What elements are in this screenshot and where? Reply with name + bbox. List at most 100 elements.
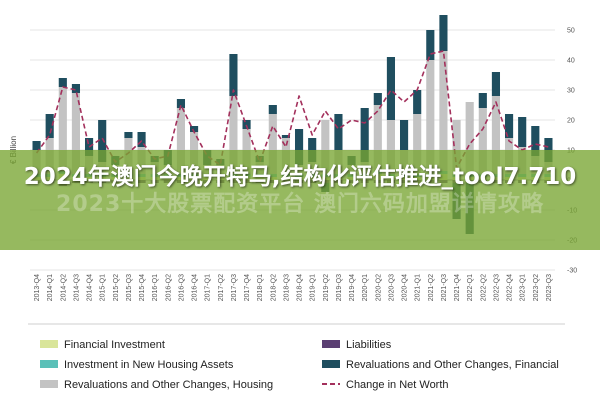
x-tick-label: 2020-Q1 xyxy=(362,274,369,301)
x-tick-label: 2019-Q1 xyxy=(310,274,317,301)
x-tick-label: 2020-Q2 xyxy=(375,274,382,301)
x-tick-label: 2015-Q4 xyxy=(139,274,146,301)
bar-segment xyxy=(478,108,487,174)
bar-segment xyxy=(504,114,514,138)
bar-segment xyxy=(439,15,448,51)
x-tick-label: 2020-Q4 xyxy=(402,274,409,301)
x-tick-label: 2019-Q4 xyxy=(349,274,356,301)
bar-segment xyxy=(137,132,146,147)
bar-segment xyxy=(399,120,409,150)
legend-swatch xyxy=(40,380,58,388)
bar-segment xyxy=(386,57,396,120)
bar-segment xyxy=(373,93,382,105)
bar-segment xyxy=(426,60,435,174)
x-tick-label: 2018-Q2 xyxy=(270,274,277,301)
x-tick-label: 2021-Q1 xyxy=(415,274,422,301)
bar-segment xyxy=(373,105,382,171)
legend-label: Revaluations and Other Changes, Financia… xyxy=(346,359,559,371)
x-tick-label: 2019-Q3 xyxy=(336,274,343,301)
y-tick-label: 50 xyxy=(567,28,575,35)
x-tick-label: 2015-Q2 xyxy=(113,274,120,301)
x-tick-label: 2016-Q1 xyxy=(152,274,159,301)
legend-swatch xyxy=(322,340,340,348)
x-tick-label: 2022-Q3 xyxy=(493,274,500,301)
x-tick-label: 2023-Q1 xyxy=(520,274,527,301)
bar-segment xyxy=(98,120,107,162)
bar-segment xyxy=(71,93,81,174)
x-tick-label: 2015-Q1 xyxy=(100,274,107,301)
y-tick-label: 40 xyxy=(567,58,575,65)
x-tick-label: 2015-Q3 xyxy=(126,274,133,301)
overlay-banner xyxy=(0,150,600,250)
bar-segment xyxy=(465,102,474,174)
bar-segment xyxy=(452,120,461,174)
bar-segment xyxy=(58,87,67,171)
bar-segment xyxy=(413,114,422,174)
x-tick-label: 2017-Q1 xyxy=(205,274,212,301)
x-tick-label: 2023-Q2 xyxy=(533,274,540,301)
bar-segment xyxy=(360,108,369,162)
legend-label: Revaluations and Other Changes, Housing xyxy=(64,379,273,391)
x-tick-label: 2014-Q3 xyxy=(73,274,80,301)
bar-segment xyxy=(518,117,527,147)
x-tick-label: 2021-Q2 xyxy=(428,274,435,301)
x-tick-label: 2014-Q2 xyxy=(60,274,67,301)
bar-segment xyxy=(491,96,501,174)
y-tick-label: 20 xyxy=(567,118,575,125)
x-tick-label: 2017-Q3 xyxy=(231,274,238,301)
bar-segment xyxy=(478,93,487,108)
legend-swatch xyxy=(40,340,58,348)
bar-segment xyxy=(268,114,277,174)
x-tick-label: 2016-Q2 xyxy=(165,274,172,301)
y-tick-label: -30 xyxy=(567,268,577,275)
overlay-title: 2024年澳门今晚开特马,结构化评估推进_tool7.710 xyxy=(23,164,577,190)
x-tick-label: 2016-Q3 xyxy=(178,274,185,301)
bar-segment xyxy=(58,78,67,87)
bar-segment xyxy=(32,141,41,150)
x-tick-label: 2018-Q4 xyxy=(297,274,304,301)
bar-segment xyxy=(124,132,133,138)
bar-segment xyxy=(281,135,291,138)
x-tick-label: 2023-Q3 xyxy=(546,274,553,301)
bar-segment xyxy=(491,72,501,96)
x-tick-label: 2014-Q4 xyxy=(87,274,94,301)
bar-segment xyxy=(242,120,251,129)
x-tick-label: 2020-Q3 xyxy=(388,274,395,301)
y-tick-label: 30 xyxy=(567,88,575,95)
x-tick-label: 2022-Q2 xyxy=(480,274,487,301)
legend-label: Liabilities xyxy=(346,339,392,351)
bar-segment xyxy=(413,90,422,114)
x-tick-label: 2013-Q4 xyxy=(34,274,41,301)
x-tick-label: 2018-Q3 xyxy=(283,274,290,301)
bar-segment xyxy=(294,129,304,165)
bar-segment xyxy=(189,126,199,132)
bar-segment xyxy=(321,120,330,174)
x-tick-label: 2017-Q4 xyxy=(244,274,251,301)
x-tick-label: 2018-Q1 xyxy=(257,274,264,301)
bar-segment xyxy=(426,30,435,60)
bar-segment xyxy=(268,105,277,114)
legend: Financial Investment Liabilities Investmen… xyxy=(40,339,559,391)
bar-segment xyxy=(71,84,81,93)
legend-swatch xyxy=(40,360,58,368)
x-tick-label: 2016-Q4 xyxy=(192,274,199,301)
bar-segment xyxy=(334,114,343,150)
bar-segment xyxy=(45,114,54,138)
bar-segment xyxy=(229,96,238,174)
bar-segment xyxy=(386,120,396,174)
bar-segment xyxy=(531,126,540,156)
bar-segment xyxy=(439,51,448,171)
legend-label: Change in Net Worth xyxy=(346,379,449,391)
legend-swatch xyxy=(322,360,340,368)
legend-label: Investment in New Housing Assets xyxy=(64,359,234,371)
x-tick-label: 2021-Q4 xyxy=(454,274,461,301)
axis-layer: 50403020100-10-20-302013-Q42014-Q12014-Q… xyxy=(34,28,577,302)
bar-segment xyxy=(84,138,94,156)
x-tick-label: 2014-Q1 xyxy=(47,274,54,301)
x-tick-label: 2021-Q3 xyxy=(441,274,448,301)
overlay-watermark: 2023十大股票配资平台 澳门六码加盟详情攻略 xyxy=(56,192,544,217)
legend-label: Financial Investment xyxy=(64,339,165,351)
bar-segment xyxy=(176,108,186,174)
bar-segment xyxy=(176,99,186,108)
x-tick-label: 2022-Q4 xyxy=(507,274,514,301)
